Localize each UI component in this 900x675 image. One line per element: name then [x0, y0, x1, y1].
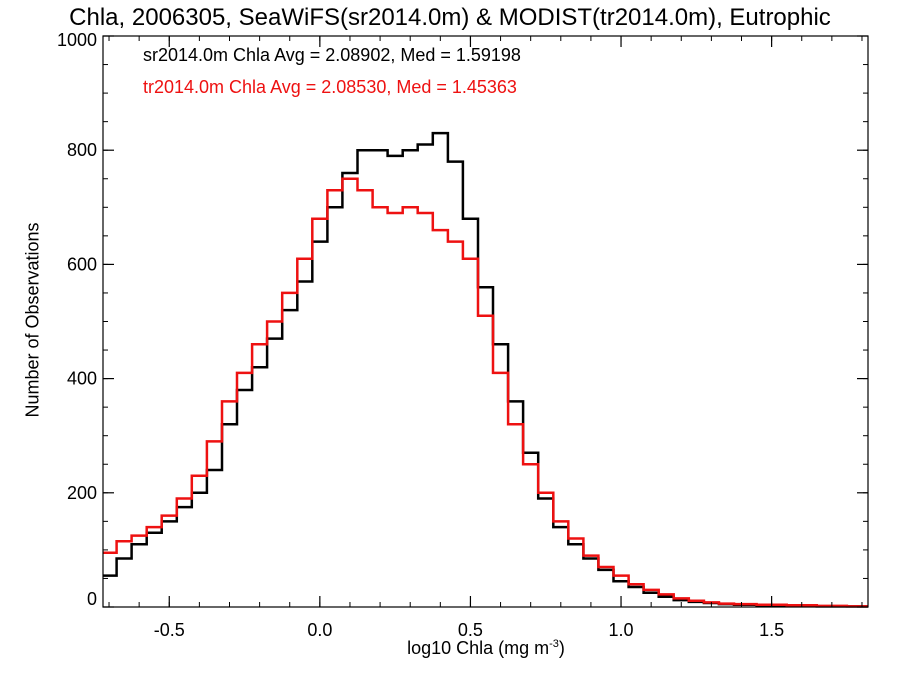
series-layer	[103, 131, 868, 608]
series-line-0	[103, 131, 868, 608]
stats-annotation-sr: sr2014.0m Chla Avg = 2.08902, Med = 1.59…	[143, 45, 521, 65]
y-tick-label: 600	[67, 254, 97, 274]
x-tick-label: 1.0	[609, 620, 634, 640]
plot-frame	[102, 35, 869, 608]
x-axis-label: log10 Chla (mg m-3)	[407, 638, 565, 659]
x-axis-label-superscript: -3	[549, 638, 559, 650]
x-tick-label: 0.0	[307, 620, 332, 640]
x-tick-label: -0.5	[154, 620, 185, 640]
axes-layer: -0.5 0.0 0.5 1.0 1.5 0 200 400 600 800 1000	[57, 30, 869, 640]
y-tick-label: 0	[87, 589, 97, 609]
x-axis-label-text: log10 Chla (mg m	[407, 638, 550, 658]
y-tick-label: 400	[67, 369, 97, 389]
stats-annotation-tr: tr2014.0m Chla Avg = 2.08530, Med = 1.45…	[143, 77, 517, 97]
y-tick-label: 800	[67, 140, 97, 160]
y-tick-label: 1000	[57, 30, 97, 50]
x-tick-label: 0.5	[458, 620, 483, 640]
x-tick-label: 1.5	[759, 620, 784, 640]
series-line-1	[103, 177, 868, 608]
chart-title: Chla, 2006305, SeaWiFS(sr2014.0m) & MODI…	[69, 4, 831, 31]
y-tick-label: 200	[67, 483, 97, 503]
x-axis-label-end: )	[558, 638, 565, 658]
y-axis-label: Number of Observations	[22, 222, 43, 418]
